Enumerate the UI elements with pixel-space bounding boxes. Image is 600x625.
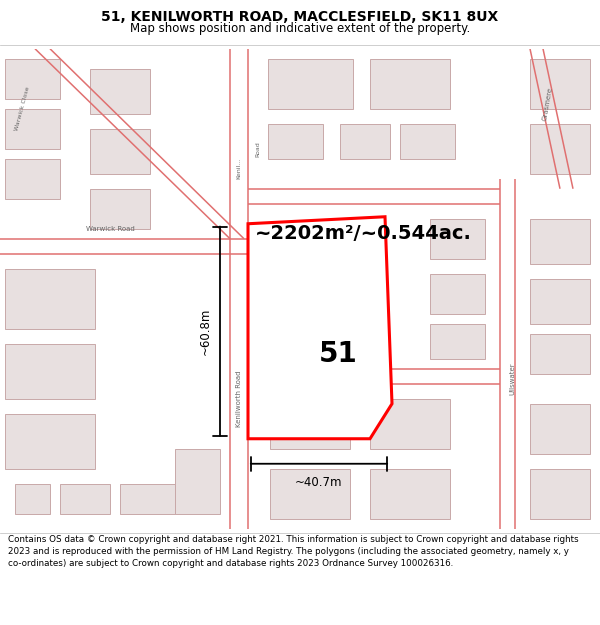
Bar	[15, 484, 50, 514]
Polygon shape	[248, 217, 392, 439]
Bar	[5, 414, 95, 469]
Bar	[370, 469, 450, 519]
Bar	[430, 274, 485, 314]
Bar	[268, 59, 353, 109]
Bar	[400, 124, 455, 159]
Bar	[430, 219, 485, 259]
Bar	[530, 219, 590, 264]
Bar	[370, 59, 450, 109]
Text: ~2202m²/~0.544ac.: ~2202m²/~0.544ac.	[255, 224, 472, 243]
Text: Map shows position and indicative extent of the property.: Map shows position and indicative extent…	[130, 22, 470, 35]
Text: 51, KENILWORTH ROAD, MACCLESFIELD, SK11 8UX: 51, KENILWORTH ROAD, MACCLESFIELD, SK11 …	[101, 10, 499, 24]
Bar	[340, 124, 390, 159]
Text: 51: 51	[319, 341, 358, 368]
Text: Warwick Road: Warwick Road	[86, 226, 134, 232]
Bar	[175, 449, 220, 514]
Bar	[90, 129, 150, 174]
Bar	[5, 59, 60, 99]
Text: Kenilworth Road: Kenilworth Road	[236, 371, 242, 427]
Bar	[5, 344, 95, 399]
Bar	[5, 109, 60, 149]
Text: ~60.8m: ~60.8m	[199, 308, 212, 355]
Text: Ullswater: Ullswater	[509, 362, 515, 395]
Bar	[430, 324, 485, 359]
Bar	[268, 124, 323, 159]
Bar	[530, 279, 590, 324]
Bar	[270, 469, 350, 519]
Bar	[530, 334, 590, 374]
Bar	[90, 189, 150, 229]
Bar	[90, 69, 150, 114]
Text: Kenil...: Kenil...	[236, 158, 241, 179]
Text: Grasmere: Grasmere	[542, 86, 554, 121]
Text: Contains OS data © Crown copyright and database right 2021. This information is : Contains OS data © Crown copyright and d…	[8, 535, 578, 568]
Bar	[270, 399, 350, 449]
Bar	[5, 269, 95, 329]
Bar	[370, 399, 450, 449]
Bar	[5, 159, 60, 199]
Text: Road: Road	[256, 141, 260, 157]
Bar	[530, 124, 590, 174]
Bar	[60, 484, 110, 514]
Bar	[530, 404, 590, 454]
Text: ~40.7m: ~40.7m	[295, 476, 343, 489]
Text: Warwick Close: Warwick Close	[14, 86, 31, 131]
Bar	[530, 469, 590, 519]
Bar	[530, 59, 590, 109]
Bar	[120, 484, 175, 514]
